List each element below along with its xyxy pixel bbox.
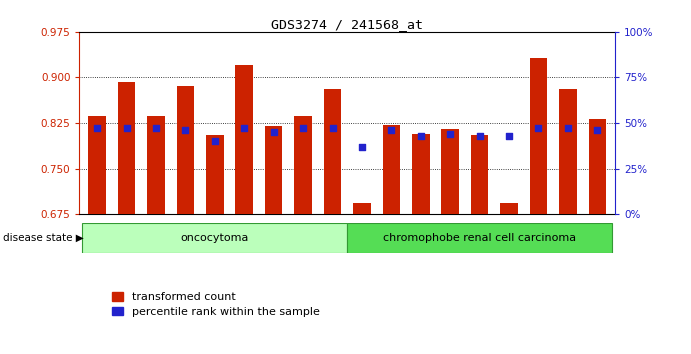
Title: GDS3274 / 241568_at: GDS3274 / 241568_at (272, 18, 423, 31)
Bar (471, 135, 489, 214)
Text: disease state ▶: disease state ▶ (3, 233, 84, 243)
Point (386, 127, 397, 133)
Point (474, 133, 485, 139)
Point (415, 133, 426, 139)
Point (238, 126, 249, 131)
Bar (117, 82, 135, 214)
Bar (88, 116, 106, 214)
Bar (383, 125, 400, 214)
Point (92, 126, 103, 131)
Bar (500, 203, 518, 214)
Bar (323, 89, 341, 214)
Legend: transformed count, percentile rank within the sample: transformed count, percentile rank withi… (112, 292, 320, 317)
Bar (206, 135, 224, 214)
Bar (589, 119, 606, 214)
Point (504, 133, 515, 139)
Point (562, 126, 574, 131)
Point (180, 127, 191, 133)
Point (357, 144, 368, 149)
Point (121, 126, 132, 131)
Bar (265, 126, 283, 214)
Bar (177, 86, 194, 214)
Bar (147, 116, 164, 214)
Point (327, 126, 338, 131)
Bar (347, 223, 612, 253)
Bar (530, 58, 547, 214)
Bar (236, 65, 253, 214)
Text: oncocytoma: oncocytoma (180, 233, 249, 243)
Point (268, 129, 279, 135)
Point (298, 126, 309, 131)
Point (209, 138, 220, 144)
Bar (294, 116, 312, 214)
Bar (353, 203, 371, 214)
Bar (559, 89, 577, 214)
Text: chromophobe renal cell carcinoma: chromophobe renal cell carcinoma (383, 233, 576, 243)
Point (445, 131, 456, 137)
Bar (412, 134, 430, 214)
Point (151, 126, 162, 131)
Bar (82, 223, 347, 253)
Bar (442, 129, 459, 214)
Point (591, 127, 603, 133)
Point (533, 126, 544, 131)
